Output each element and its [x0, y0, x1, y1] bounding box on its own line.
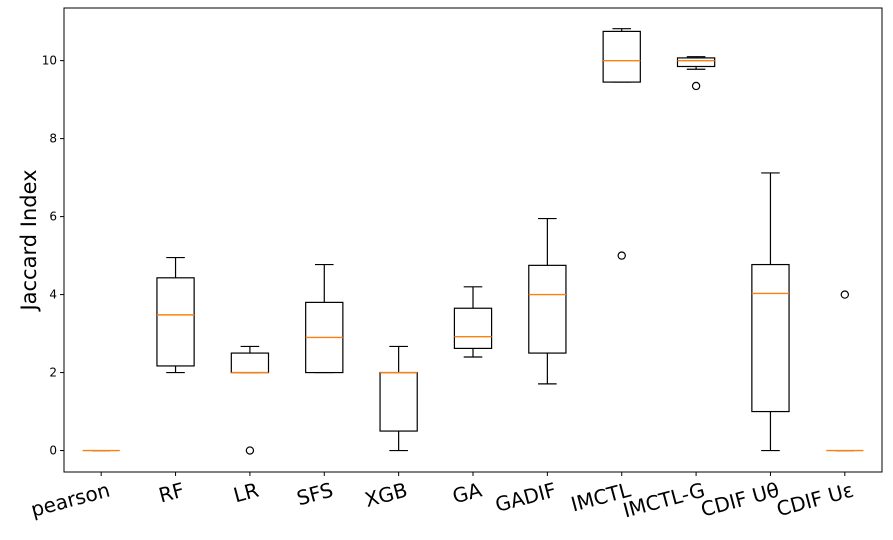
box-iqr: [379, 371, 418, 432]
y-tick-label: 8: [49, 132, 57, 146]
box-group: [453, 286, 493, 358]
y-tick-label: 4: [49, 288, 57, 302]
y-tick-label: 6: [49, 210, 57, 224]
y-axis-label: Jaccard Index: [17, 169, 41, 312]
outlier-point: [691, 81, 701, 91]
box-group: [156, 256, 195, 374]
x-tick-label: RF: [156, 478, 187, 508]
x-tick-label: LR: [231, 478, 261, 508]
box-group: [230, 345, 270, 455]
x-tick-label: XGB: [362, 478, 410, 512]
outlier-point: [840, 290, 850, 299]
box-iqr: [156, 277, 195, 367]
box-iqr: [528, 264, 567, 354]
y-tick-label: 10: [42, 54, 57, 68]
x-tick-label: pearson: [28, 478, 112, 522]
box-iqr: [230, 352, 270, 374]
box-group: [602, 28, 641, 260]
box-group: [751, 172, 790, 452]
box-iqr: [751, 263, 790, 413]
box-group: [826, 290, 864, 452]
box-group: [528, 217, 567, 385]
boxes-layer: [82, 28, 864, 455]
x-tick-label: GA: [450, 478, 485, 509]
outlier-point: [617, 251, 626, 260]
plot-frame: [63, 7, 883, 473]
x-axis: pearson RF LR SFS XGB GA GADIF IMCTLIMCTL-GCDIF…: [28, 472, 856, 522]
y-axis: 0 2 4 6 8 10: [42, 54, 64, 458]
y-tick-label: 2: [49, 366, 57, 380]
box-group: [676, 56, 716, 91]
box-group: [305, 263, 344, 374]
box-group: [379, 345, 418, 452]
outlier-point: [245, 446, 255, 455]
x-tick-label: CDIF Uθ: [698, 478, 781, 522]
x-tick-label: IMCTL-G: [620, 478, 707, 523]
x-tick-label: GADIF: [493, 478, 559, 517]
box-iqr: [453, 307, 493, 349]
y-tick-label: 0: [49, 444, 57, 458]
x-tick-label: CDIF Uε: [774, 478, 856, 522]
box-iqr: [602, 30, 641, 83]
box-iqr: [676, 57, 716, 68]
x-tick-label: SFS: [294, 478, 336, 511]
